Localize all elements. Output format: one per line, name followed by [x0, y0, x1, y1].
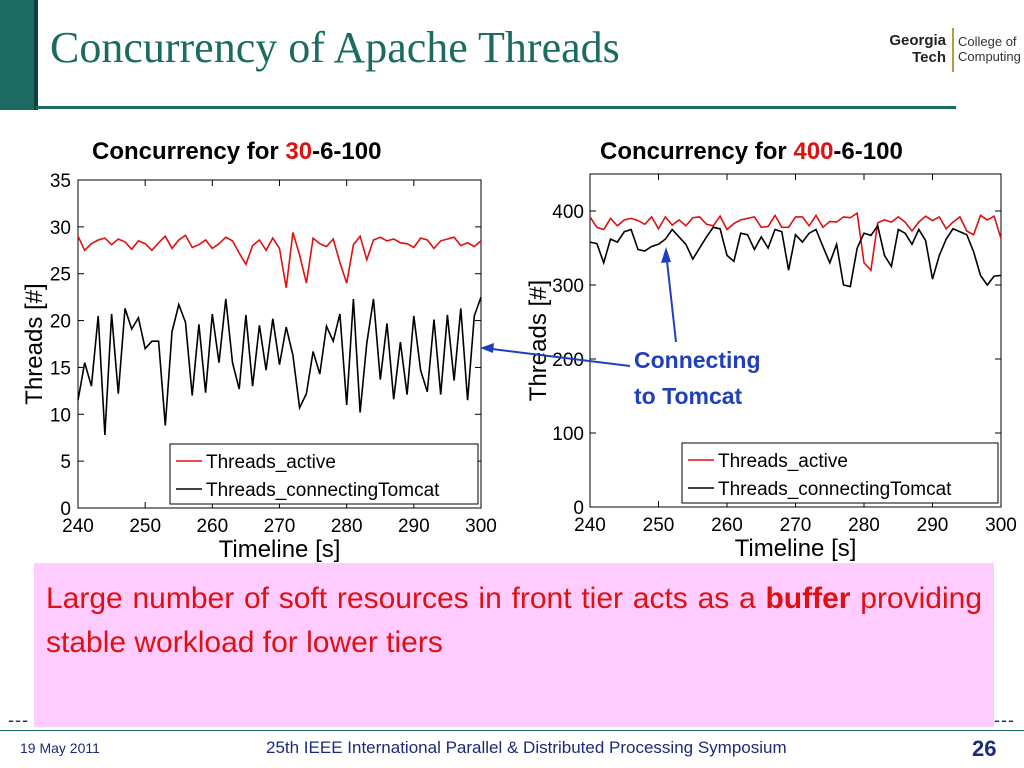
- chart-2-xlabel: Timeline [s]: [735, 535, 857, 562]
- chart-1-title-post: -6-100: [312, 138, 382, 165]
- chart-2-legend-label-1: Threads_active: [718, 451, 848, 472]
- footer-date: 19 May 2011: [20, 740, 100, 756]
- chart-2-ytick-label: 200: [552, 350, 584, 371]
- footer-dashes-left: ---: [8, 710, 29, 730]
- callout-arrowhead-right: [661, 247, 671, 263]
- chart-1-ytick-label: 5: [60, 452, 71, 473]
- chart-1-ytick-label: 25: [50, 265, 71, 286]
- chart-1-xtick-label: 280: [331, 516, 363, 537]
- chart-2-xtick-label: 240: [574, 515, 606, 536]
- logo-line-tech: Tech: [912, 49, 946, 66]
- logo-divider: [952, 28, 954, 72]
- chart-2-title-highlight: 400: [793, 138, 834, 165]
- chart-1-legend-label-1: Threads_active: [206, 452, 336, 473]
- chart-1-ytick-label: 35: [50, 171, 71, 192]
- chart-2-series-threads-connecting-tomcat-line: [589, 223, 1002, 288]
- takeaway-post: providing stable workload for lower tier…: [46, 582, 982, 659]
- chart-1-series-threads-active-line: [77, 232, 482, 288]
- chart-2-xtick-label: 280: [848, 515, 880, 536]
- chart-2-ytick-label: 100: [552, 424, 584, 445]
- chart-1-ytick-label: 30: [50, 218, 71, 239]
- logo-georgia-tech: Georgia Tech: [889, 32, 946, 66]
- chart-2-xtick-label: 250: [643, 515, 675, 536]
- chart-1-ytick-label: 10: [50, 405, 71, 426]
- chart-2-ytick-label: 0: [573, 498, 584, 519]
- chart-2-xtick-label: 270: [780, 515, 812, 536]
- chart-1-xtick-label: 290: [398, 516, 430, 537]
- footer-page-number: 26: [972, 736, 997, 761]
- georgia-tech-logo: Georgia Tech College of Computing: [889, 24, 1021, 80]
- chart-2-title-pre: Concurrency for: [600, 138, 794, 165]
- chart-2-xtick-label: 300: [985, 515, 1017, 536]
- callout-arrow-right: [665, 251, 677, 343]
- chart-2-xtick-label: 290: [917, 515, 949, 536]
- chart-1-ytick-label: 0: [60, 499, 71, 520]
- chart-1-ylabel: Threads [#]: [21, 283, 48, 404]
- chart-1-xtick-label: 260: [196, 516, 228, 537]
- chart-2-legend-box: [681, 442, 999, 504]
- chart-1-ytick-label: 20: [50, 312, 71, 333]
- footer-dashes-right: ---: [994, 710, 1015, 730]
- chart-1-xtick-label: 250: [129, 516, 161, 537]
- chart-1-ytick-label: 15: [50, 358, 71, 379]
- chart-1-xlabel: Timeline [s]: [219, 536, 341, 563]
- callout-connecting-tomcat: Connecting to Tomcat: [634, 342, 761, 414]
- chart-1-title-pre: Concurrency for: [92, 138, 286, 165]
- chart-1-title: Concurrency for 30-6-100: [92, 138, 381, 166]
- logo-line-georgia: Georgia: [889, 32, 946, 49]
- chart-2-series-threads-active-line: [589, 211, 1002, 272]
- chart-1-legend-box: [169, 443, 479, 505]
- chart-1-xtick-label: 300: [465, 516, 497, 537]
- chart-1-series-threads-connecting-tomcat-line: [77, 296, 482, 435]
- footer-rule: [0, 730, 1024, 731]
- chart-1-xtick-label: 240: [62, 516, 94, 537]
- callout-line-1: Connecting: [634, 347, 761, 373]
- logo-line-college: College of: [958, 34, 1017, 49]
- chart-2-ylabel: Threads [#]: [525, 280, 552, 401]
- chart-2-ytick-label: 400: [552, 202, 584, 223]
- title-underline: [36, 106, 956, 109]
- footer-conference: 25th IEEE International Parallel & Distr…: [266, 738, 787, 757]
- chart-1-legend-label-2: Threads_connectingTomcat: [206, 480, 440, 501]
- logo-college-of-computing: College of Computing: [958, 34, 1021, 64]
- takeaway-bold: buffer: [765, 582, 851, 615]
- chart-2-title: Concurrency for 400-6-100: [600, 138, 903, 166]
- chart-2-ytick-label: 300: [552, 276, 584, 297]
- chart-2-legend-label-2: Threads_connectingTomcat: [718, 479, 952, 500]
- callout-line-2: to Tomcat: [634, 383, 743, 409]
- chart-1-title-highlight: 30: [285, 138, 313, 165]
- takeaway-pre: Large number of soft resources in front …: [46, 582, 766, 615]
- chart-1-xtick-label: 270: [264, 516, 296, 537]
- chart-2-title-post: -6-100: [833, 138, 903, 165]
- takeaway-text: Large number of soft resources in front …: [46, 577, 982, 665]
- takeaway-box: Large number of soft resources in front …: [34, 563, 994, 727]
- callout-arrowhead-left: [480, 343, 494, 353]
- left-accent-bar: [0, 0, 38, 110]
- logo-line-computing: Computing: [958, 49, 1021, 64]
- callout-arrow-left: [483, 347, 631, 367]
- chart-2-xtick-label: 260: [711, 515, 743, 536]
- slide-title: Concurrency of Apache Threads: [50, 23, 620, 72]
